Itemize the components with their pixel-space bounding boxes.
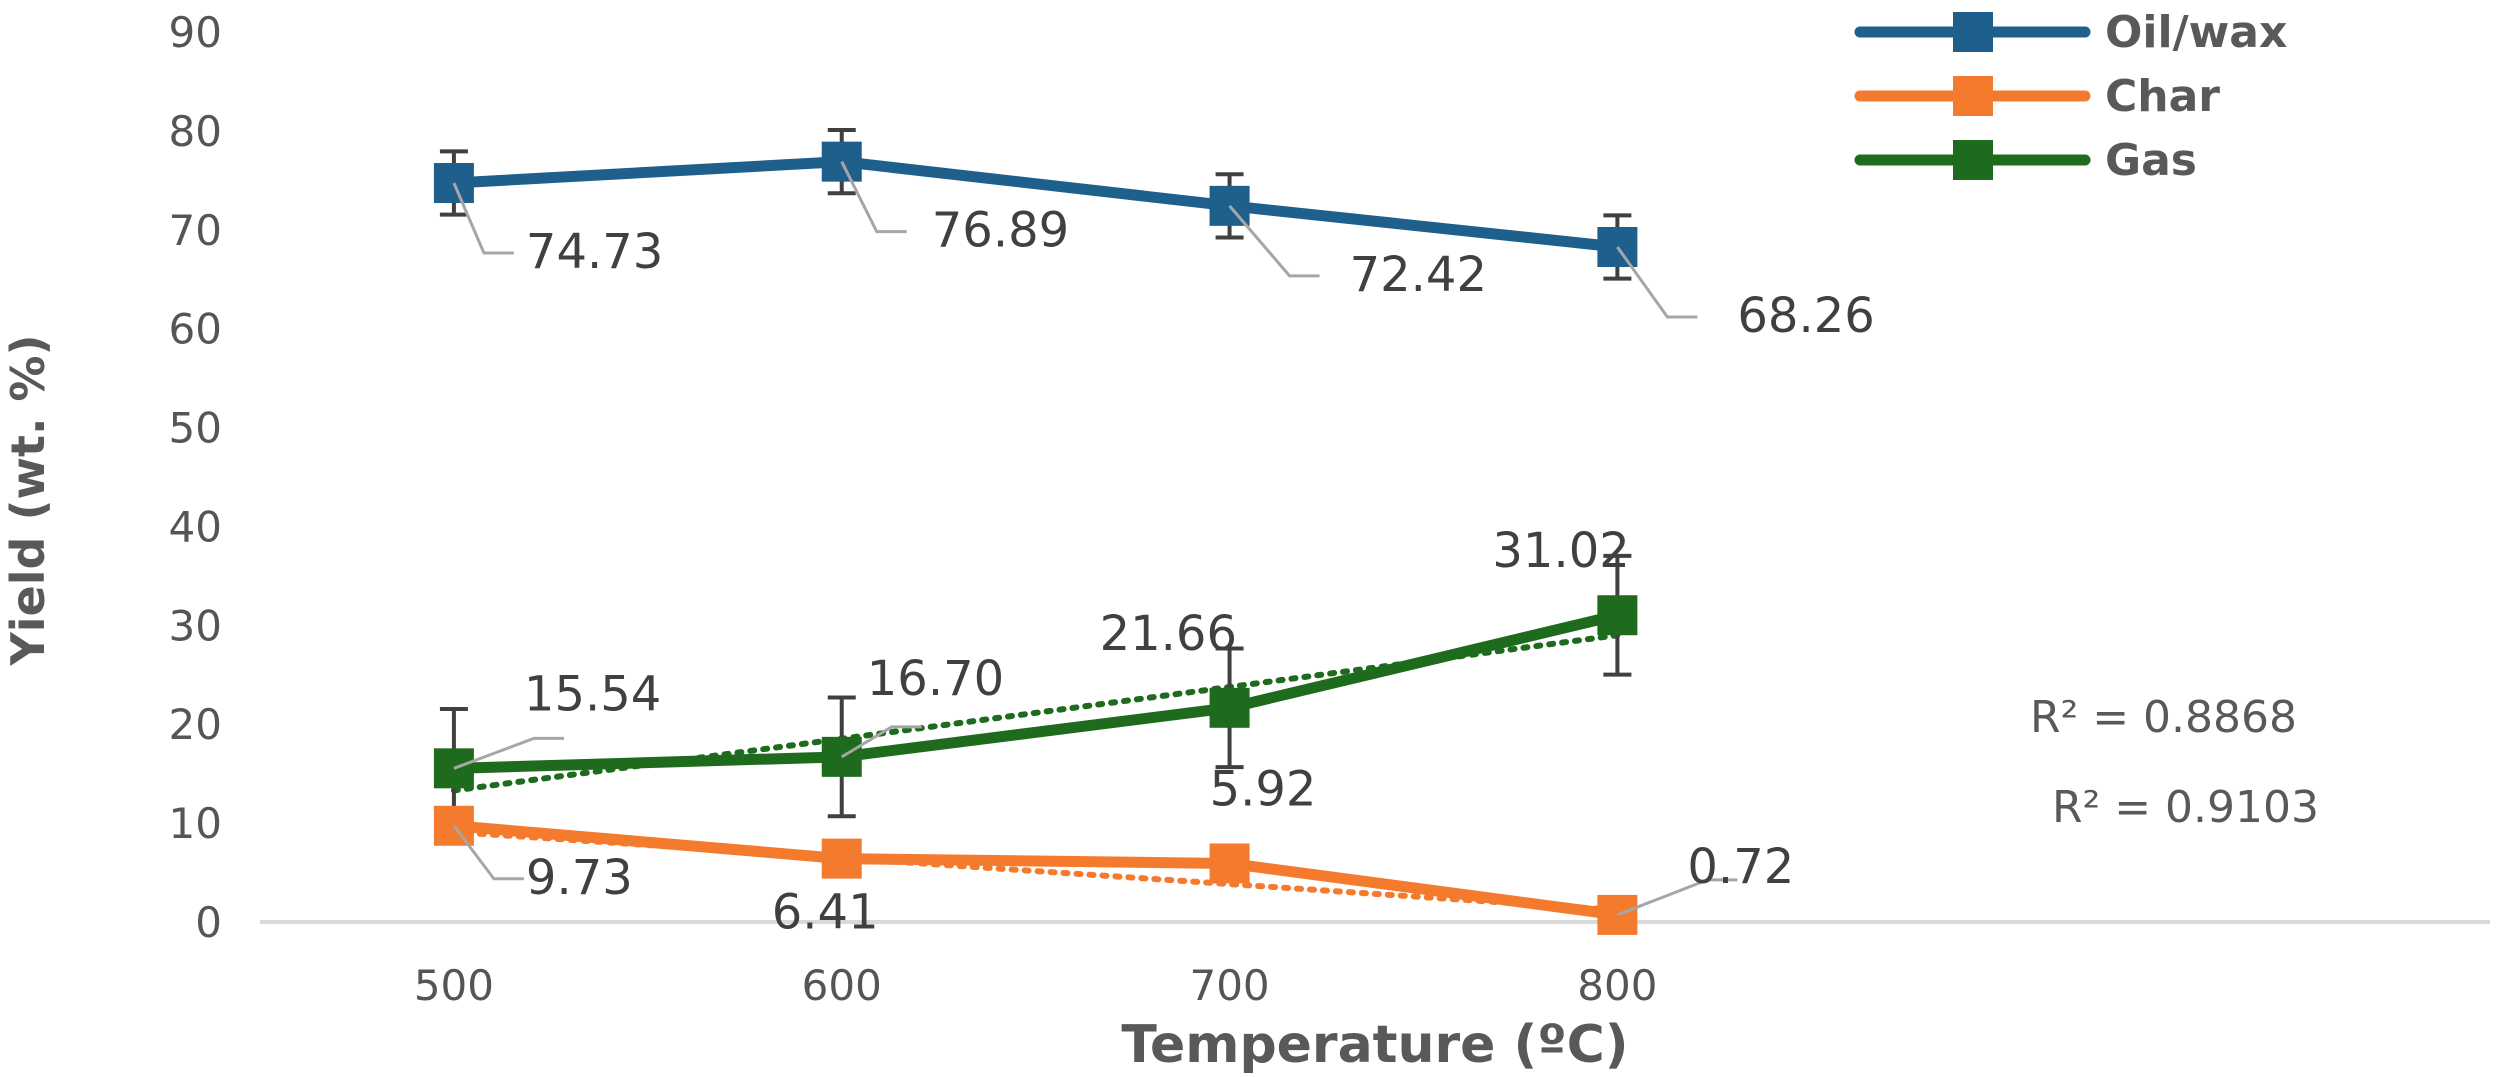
y-tick-label: 50	[169, 404, 222, 453]
char-marker	[821, 838, 862, 879]
legend-marker-char	[1953, 76, 1993, 116]
char-leader-line	[1616, 878, 1738, 917]
oilwax-leader-line	[1616, 246, 1698, 319]
gas-data-label: 15.54	[524, 666, 661, 722]
x-tick-label: 600	[802, 961, 882, 1010]
series-lines	[448, 156, 1623, 921]
char-data-label: 5.92	[1210, 761, 1317, 817]
y-tick-label: 10	[169, 799, 222, 848]
y-tick-label: 40	[169, 502, 222, 551]
oilwax-data-label: 72.42	[1350, 247, 1487, 303]
y-tick-label: 70	[169, 206, 222, 255]
label-leader-lines	[452, 160, 1738, 917]
y-tick-label: 0	[195, 898, 222, 947]
gas-marker	[1209, 687, 1250, 728]
char-leader-line	[452, 824, 524, 881]
legend-label-oilwax: Oil/wax	[2105, 7, 2287, 58]
legend-label-gas: Gas	[2105, 135, 2197, 186]
legend-marker-gas	[1953, 140, 1993, 180]
gas-line	[448, 609, 1623, 774]
x-axis-ticks: 500 600 700 800	[414, 961, 1658, 1010]
oilwax-marker	[1597, 226, 1638, 267]
char-data-label: 9.73	[526, 850, 633, 906]
y-axis-title: Yield (wt. %)	[1, 334, 55, 666]
char-data-label: 6.41	[772, 885, 879, 941]
oilwax-line	[448, 156, 1623, 253]
gas-r-squared: R² = 0.8868	[2030, 692, 2297, 743]
r-squared-labels: R² = 0.9103 R² = 0.8868	[2030, 692, 2319, 833]
y-tick-label: 60	[169, 305, 222, 354]
oilwax-data-label: 76.89	[932, 203, 1069, 259]
y-tick-label: 30	[169, 601, 222, 650]
x-tick-label: 800	[1577, 961, 1657, 1010]
gas-leader-line	[840, 725, 922, 759]
x-tick-label: 700	[1189, 961, 1269, 1010]
data-labels: 74.73 76.89 72.42 68.26 9.73 6.41 5.92 0.72 15.5…	[524, 203, 1875, 941]
oilwax-data-label: 68.26	[1737, 288, 1874, 344]
legend-marker-oilwax	[1953, 12, 1993, 52]
char-data-label: 0.72	[1687, 839, 1794, 895]
y-tick-label: 20	[169, 700, 222, 749]
y-tick-label: 90	[169, 8, 222, 57]
legend-label-char: Char	[2105, 71, 2220, 122]
gas-leader-line	[453, 736, 564, 770]
oilwax-leader-line	[840, 160, 907, 234]
x-tick-label: 500	[414, 961, 494, 1010]
gas-data-label: 16.70	[867, 651, 1004, 707]
oilwax-data-label: 74.73	[526, 224, 663, 280]
y-axis-ticks: 0 10 20 30 40 50 60 70 80 90	[169, 8, 222, 947]
oilwax-leader-line	[1228, 204, 1320, 278]
oilwax-leader-line	[452, 182, 514, 255]
legend: Oil/wax Char Gas	[1854, 7, 2287, 186]
char-marker	[1209, 843, 1250, 884]
gas-data-label: 31.02	[1492, 523, 1629, 579]
x-axis-title: Temperature (ºC)	[1121, 1015, 1628, 1075]
char-r-squared: R² = 0.9103	[2052, 782, 2319, 833]
gas-data-label: 21.66	[1100, 606, 1237, 662]
y-tick-label: 80	[169, 107, 222, 156]
gas-marker	[1597, 595, 1638, 636]
char-line	[448, 820, 1623, 921]
